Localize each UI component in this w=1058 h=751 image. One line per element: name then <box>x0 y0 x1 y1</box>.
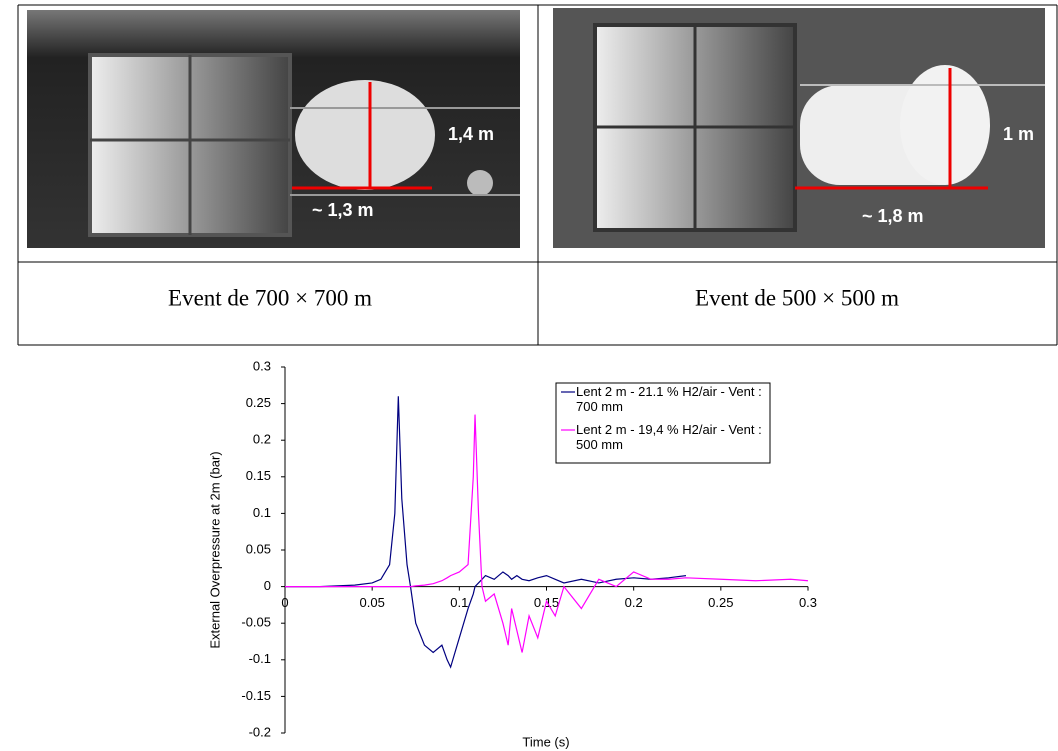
y-tick-label: 0.15 <box>246 468 271 483</box>
legend <box>555 382 771 464</box>
legend-label: Lent 2 m - 19,4 % H2/air - Vent : 500 mm <box>576 422 762 452</box>
legend-label: Lent 2 m - 21.1 % H2/air - Vent : 700 mm <box>576 384 762 414</box>
caption: Event de 700 × 700 m <box>168 285 372 310</box>
table <box>17 4 1058 346</box>
x-tick-label: 0.2 <box>625 595 643 610</box>
y-tick-label: -0.15 <box>241 688 271 703</box>
x-tick-label: 0.3 <box>799 595 817 610</box>
legend-item: Lent 2 m - 19,4 % H2/air - Vent : 500 mm <box>576 422 762 452</box>
photo: 1 m ~ 1,8 m <box>553 8 1045 248</box>
legend-item: Lent 2 m - 21.1 % H2/air - Vent : 700 mm <box>576 384 762 414</box>
x-tick-label: 0 <box>281 595 288 610</box>
photo-label: ~ 1,3 m <box>312 200 374 220</box>
y-tick-label: -0.2 <box>249 724 271 739</box>
y-tick-label: 0.05 <box>246 541 271 556</box>
series-line <box>285 414 809 653</box>
x-tick-label: 0.05 <box>360 595 385 610</box>
photo-label: 1 m <box>1003 124 1034 144</box>
y-tick-label: -0.05 <box>241 615 271 630</box>
y-tick-label: 0.25 <box>246 395 271 410</box>
photo-label: 1,4 m <box>448 124 494 144</box>
y-tick-label: -0.1 <box>249 651 271 666</box>
y-tick-label: 0.3 <box>253 358 271 373</box>
x-tick-label: 0.25 <box>708 595 733 610</box>
y-tick-label: 0 <box>264 578 271 593</box>
y-tick-label: 0.1 <box>253 505 271 520</box>
photo: 1,4 m ~ 1,3 m <box>27 10 520 248</box>
photo-label: ~ 1,8 m <box>862 206 924 226</box>
y-tick-label: 0.2 <box>253 432 271 447</box>
y-axis-title: External Overpressure at 2m (bar) <box>207 451 222 648</box>
x-tick-label: 0.1 <box>450 595 468 610</box>
caption: Event de 500 × 500 m <box>695 285 899 310</box>
x-axis-title: Time (s) <box>522 734 569 749</box>
series-line <box>285 396 687 669</box>
